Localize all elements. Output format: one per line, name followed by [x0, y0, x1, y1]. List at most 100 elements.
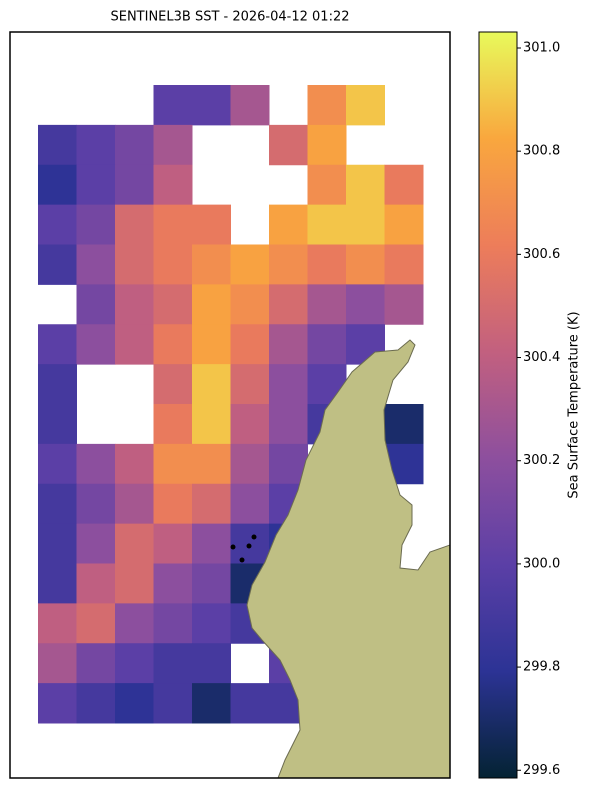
sst-cell: [115, 483, 154, 525]
sst-cell: [38, 324, 77, 365]
sst-cell: [76, 683, 116, 724]
sst-cell: [38, 404, 77, 445]
sst-cell: [192, 284, 231, 325]
sst-cell: [230, 443, 270, 485]
sst-cell: [307, 284, 347, 325]
sst-cell: [192, 683, 231, 724]
sst-cell: [192, 244, 231, 285]
sst-cell: [76, 603, 116, 644]
sst-cell: [153, 85, 193, 126]
sst-cell: [153, 364, 193, 405]
sst-cell: [115, 523, 154, 564]
sst-cell: [384, 244, 424, 285]
colorbar-tick-label: 300.0: [523, 556, 560, 571]
sst-cell: [307, 204, 347, 245]
sst-cell: [230, 404, 270, 445]
sst-cell: [269, 404, 308, 445]
station-markers: [230, 534, 257, 563]
sst-cell: [192, 85, 231, 126]
land-layer: [246, 339, 450, 778]
sst-cell: [115, 443, 154, 485]
sst-cell: [192, 443, 231, 485]
sst-cell: [346, 244, 385, 285]
sst-cell: [192, 324, 231, 365]
sst-cell: [115, 643, 154, 684]
sst-cell: [230, 244, 270, 285]
sst-cell: [346, 284, 385, 325]
sst-cell: [115, 603, 154, 644]
sst-cell: [346, 164, 385, 206]
sst-cell: [307, 244, 347, 285]
station-marker: [239, 557, 245, 563]
sst-cell: [269, 364, 308, 405]
sst-cell: [192, 483, 231, 525]
sst-cell: [38, 443, 77, 485]
sst-cell: [230, 683, 270, 724]
sst-cell: [38, 244, 77, 285]
sst-cell: [115, 164, 154, 206]
sst-cell: [192, 563, 231, 604]
colorbar-tick-label: 299.8: [523, 660, 560, 675]
land: [246, 339, 450, 778]
sst-cell: [384, 164, 424, 206]
sst-cell: [307, 324, 347, 365]
sst-cell: [346, 204, 385, 245]
sst-cell: [307, 85, 347, 126]
sst-cell: [192, 643, 231, 684]
sst-cell: [192, 603, 231, 644]
station-marker: [251, 534, 257, 540]
sst-cell: [230, 284, 270, 325]
sst-cell: [115, 563, 154, 604]
colorbar-tick-label: 300.2: [523, 453, 560, 468]
sst-cell: [153, 324, 193, 365]
sst-cell: [153, 443, 193, 485]
station-marker: [230, 544, 236, 550]
sst-cell: [76, 443, 116, 485]
colorbar-ticks: 299.6 299.8 300.0 300.2 300.4 300.6 300.8 301.0: [517, 40, 560, 778]
sst-cell: [192, 364, 231, 405]
sst-cell: [76, 563, 116, 604]
sst-cell: [38, 683, 77, 724]
sst-cell: [153, 244, 193, 285]
map-frame: [9, 31, 451, 779]
sst-cell: [76, 523, 116, 564]
station-marker: [246, 543, 252, 549]
sst-cell: [230, 364, 270, 405]
sst-cell: [115, 324, 154, 365]
sst-cell: [230, 483, 270, 525]
sst-cell: [230, 324, 270, 365]
colorbar-tick-label: 299.6: [523, 763, 560, 778]
sst-cell: [384, 404, 424, 445]
sst-cell: [38, 364, 77, 405]
sst-cell: [76, 324, 116, 365]
sst-cell: [269, 204, 308, 245]
sst-cell: [76, 244, 116, 285]
sst-cell: [38, 124, 77, 166]
sst-cell: [384, 284, 424, 325]
colorbar-label: Sea Surface Temperature (K): [567, 311, 582, 498]
sst-cell: [76, 284, 116, 325]
sst-cell: [269, 124, 308, 166]
sst-cell: [192, 404, 231, 445]
sst-cell: [153, 124, 193, 166]
sst-cell: [153, 683, 193, 724]
sst-cell: [384, 204, 424, 245]
sst-cell: [346, 85, 385, 126]
sst-cell: [38, 164, 77, 206]
sst-cell: [153, 404, 193, 445]
sst-cell: [38, 563, 77, 604]
colorbar: [478, 31, 518, 779]
sst-cell: [115, 124, 154, 166]
sst-cell: [115, 284, 154, 325]
sst-cell: [192, 204, 231, 245]
sst-cell: [76, 164, 116, 206]
sst-cell: [153, 603, 193, 644]
sst-cell: [153, 483, 193, 525]
sst-field: [38, 85, 424, 724]
map-title: SENTINEL3B SST - 2026-04-12 01:22: [110, 10, 349, 25]
sst-cell: [307, 124, 347, 166]
sst-cell: [38, 204, 77, 245]
sst-cell: [153, 523, 193, 564]
sst-cell: [76, 124, 116, 166]
